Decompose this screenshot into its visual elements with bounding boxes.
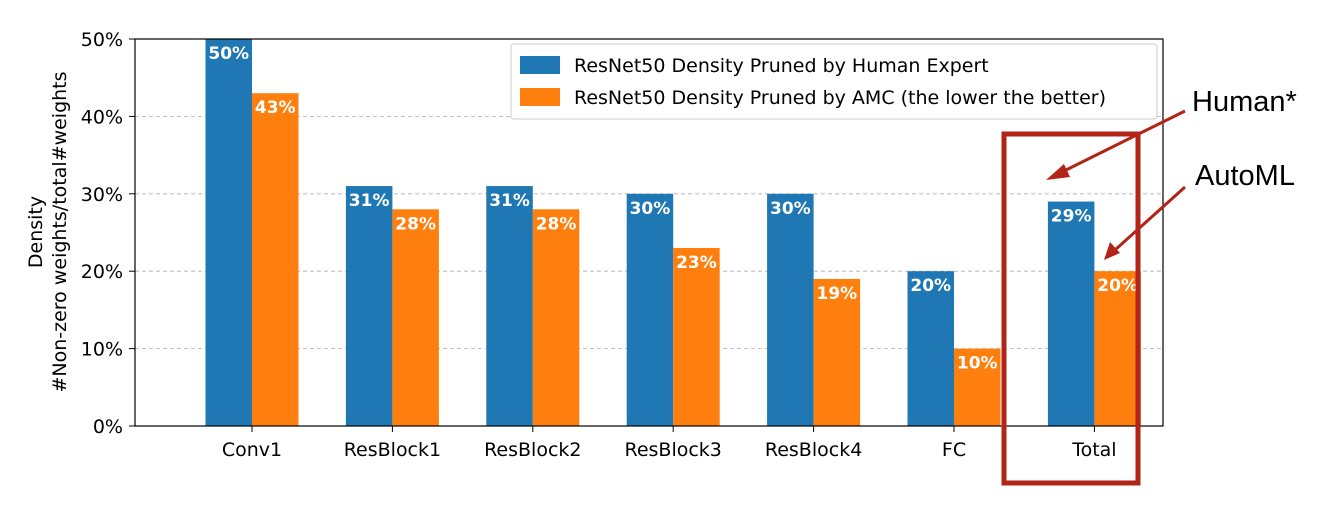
- bar-human-resblock4: [767, 193, 814, 426]
- bar-human-resblock1: [345, 186, 393, 426]
- bar-amc-resblock3: [673, 247, 720, 426]
- bar-human-fc: [907, 271, 954, 426]
- y-axis-title: Density #Non-zero weights/total#weights: [25, 71, 71, 392]
- bar-amc-resblock2: [532, 209, 580, 426]
- legend-entry-human: ResNet50 Density Pruned by Human Expert: [574, 55, 989, 77]
- y-tick-label-30: 30%: [81, 184, 123, 206]
- y-tick-label-20: 20%: [81, 261, 123, 283]
- human-arrow: [1059, 109, 1186, 175]
- y-tick-label-50: 50%: [81, 29, 123, 51]
- callout-arrows: [1046, 109, 1187, 260]
- bars: [205, 39, 1141, 427]
- bar-label-amc-resblock2: 28%: [536, 214, 577, 234]
- bar-label-amc-resblock4: 19%: [816, 284, 857, 304]
- bar-human-resblock2: [486, 186, 533, 426]
- legend-entry-amc: ResNet50 Density Pruned by AMC (the lowe…: [574, 87, 1106, 109]
- bar-label-human-total: 29%: [1051, 207, 1092, 227]
- bar-amc-resblock4: [813, 278, 861, 426]
- bar-label-human-resblock4: 30%: [770, 199, 811, 219]
- bar-label-amc-total: 20%: [1097, 276, 1138, 296]
- bar-label-amc-resblock1: 28%: [395, 214, 436, 234]
- bar-amc-fc: [954, 348, 1001, 426]
- y-axis-ticks: 0% 10% 20% 30% 40% 50%: [81, 29, 135, 438]
- bar-label-human-resblock2: 31%: [489, 191, 530, 211]
- x-tick-label-resblock2: ResBlock2: [484, 439, 581, 461]
- y-tick-label-0: 0%: [93, 416, 123, 438]
- bar-value-labels: 50%43%31%28%31%28%30%23%30%19% 20%10%29%2…: [208, 44, 1138, 374]
- bar-label-amc-conv1: 43%: [255, 98, 296, 118]
- legend-swatch-human: [520, 56, 560, 74]
- bar-amc-resblock1: [392, 209, 439, 426]
- bar-label-human-fc: 20%: [910, 276, 951, 296]
- x-tick-label-resblock1: ResBlock1: [344, 439, 441, 461]
- legend-swatch-amc: [520, 88, 560, 106]
- human-arrow-head: [1046, 164, 1070, 180]
- x-tick-label-resblock3: ResBlock3: [624, 439, 721, 461]
- y-tick-label-40: 40%: [81, 106, 123, 128]
- total-highlight-box: [1001, 131, 1141, 486]
- y-tick-label-10: 10%: [81, 339, 123, 361]
- bar-label-human-conv1: 50%: [208, 44, 249, 64]
- bar-human-total: [1047, 201, 1095, 426]
- x-tick-label-fc: FC: [942, 439, 966, 461]
- x-tick-label-resblock4: ResBlock4: [765, 439, 862, 461]
- automl-callout-label: AutoML: [1195, 160, 1295, 192]
- bar-human-conv1: [205, 39, 252, 426]
- x-tick-label-total: Total: [1071, 439, 1116, 461]
- y-axis-title-line1: Density: [25, 196, 47, 268]
- human-callout-label: Human*: [1192, 86, 1297, 118]
- bar-label-human-resblock1: 31%: [349, 191, 390, 211]
- legend-box: [510, 43, 1158, 120]
- legend: ResNet50 Density Pruned by Human Expert …: [510, 43, 1158, 120]
- bar-label-amc-fc: 10%: [957, 354, 998, 374]
- bar-amc-conv1: [252, 93, 299, 427]
- bar-amc-total: [1094, 271, 1141, 426]
- bar-human-resblock3: [626, 193, 674, 426]
- bar-label-amc-resblock3: 23%: [676, 253, 717, 273]
- automl-arrow: [1113, 185, 1187, 252]
- x-tick-label-conv1: Conv1: [222, 439, 282, 461]
- y-axis-title-line2: #Non-zero weights/total#weights: [49, 71, 71, 392]
- bar-label-human-resblock3: 30%: [630, 199, 671, 219]
- x-axis-ticks: Conv1 ResBlock1 ResBlock2 ResBlock3 ResBlock…: [222, 426, 1117, 461]
- automl-arrow-head: [1104, 242, 1120, 260]
- plot-frame: [134, 38, 1164, 427]
